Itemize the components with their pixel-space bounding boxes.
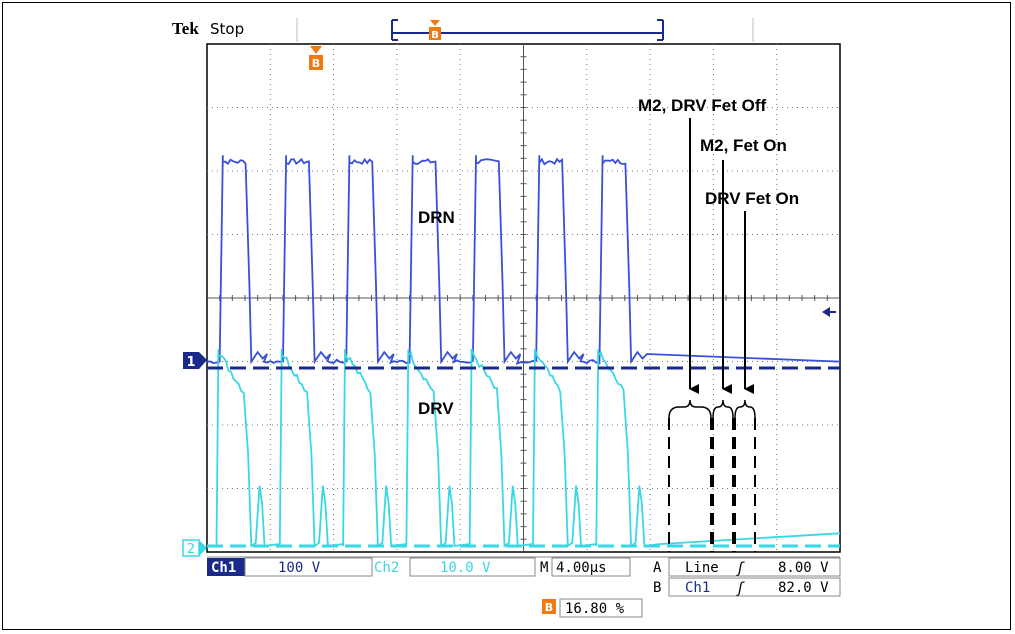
trigger-marker-label: B xyxy=(312,57,320,70)
ch2-readout-label[interactable]: Ch2 xyxy=(374,560,399,576)
ch2-scale-value: 10.0 V xyxy=(440,560,491,576)
trigger-a-slope-icon: ʃ xyxy=(736,559,745,577)
annotation-arrows xyxy=(689,118,754,394)
trigger-a-source: Line xyxy=(685,560,719,576)
ch2-marker-label: 2 xyxy=(187,542,195,557)
trigger-b-level: 82.0 V xyxy=(778,580,829,596)
annotation-m2-fet-on: M2, Fet On xyxy=(700,136,787,155)
ch1-marker[interactable]: 1 xyxy=(183,352,207,370)
timing-dashed-lines xyxy=(668,418,756,552)
trigger-position-icon xyxy=(542,599,556,614)
timebase-label: M xyxy=(540,560,548,576)
trigger-position-marker[interactable]: B xyxy=(309,46,323,70)
annotation-drv-fet-on: DRV Fet On xyxy=(705,189,799,208)
drv-label: DRV xyxy=(418,399,454,418)
trigger-b-label: B xyxy=(653,580,661,596)
trigger-b-source: Ch1 xyxy=(685,580,710,596)
trigger-b-box[interactable] xyxy=(668,577,841,597)
ch2-scale-box[interactable] xyxy=(409,557,536,577)
timing-brackets xyxy=(668,399,756,419)
trigger-a-label: A xyxy=(653,560,662,576)
ch1-scale-value: 100 V xyxy=(278,560,321,576)
acquisition-status: Stop xyxy=(210,20,244,38)
trigger-a-level: 8.00 V xyxy=(778,560,829,576)
ch1-marker-label: 1 xyxy=(186,355,195,370)
trigger-level-arrow xyxy=(822,307,830,317)
ch1-scale-box[interactable] xyxy=(244,557,373,577)
record-trigger-marker: B xyxy=(431,30,439,41)
record-bar: B xyxy=(391,19,664,41)
readout-bar: Ch1 100 V Ch2 10.0 V M 4.00µs A Line ʃ 8… xyxy=(207,556,841,618)
drn-label: DRN xyxy=(418,208,455,227)
trigger-a-box[interactable] xyxy=(668,557,841,577)
ch2-marker[interactable]: 2 xyxy=(182,539,207,557)
annotation-m2-drv-fet-off: M2, DRV Fet Off xyxy=(638,96,766,115)
ch1-readout-label: Ch1 xyxy=(211,560,236,576)
timebase-value: 4.00µs xyxy=(556,560,607,576)
trigger-position-box[interactable] xyxy=(559,598,643,618)
timebase-box[interactable] xyxy=(551,557,631,577)
trigger-position-value: 16.80 % xyxy=(565,601,625,617)
trigger-position-icon-label: B xyxy=(545,601,553,614)
brand-label: Tek xyxy=(172,19,199,38)
trace-drv xyxy=(207,348,841,548)
trigger-b-slope-icon: ʃ xyxy=(736,579,745,597)
ch1-readout-badge[interactable] xyxy=(207,558,245,576)
